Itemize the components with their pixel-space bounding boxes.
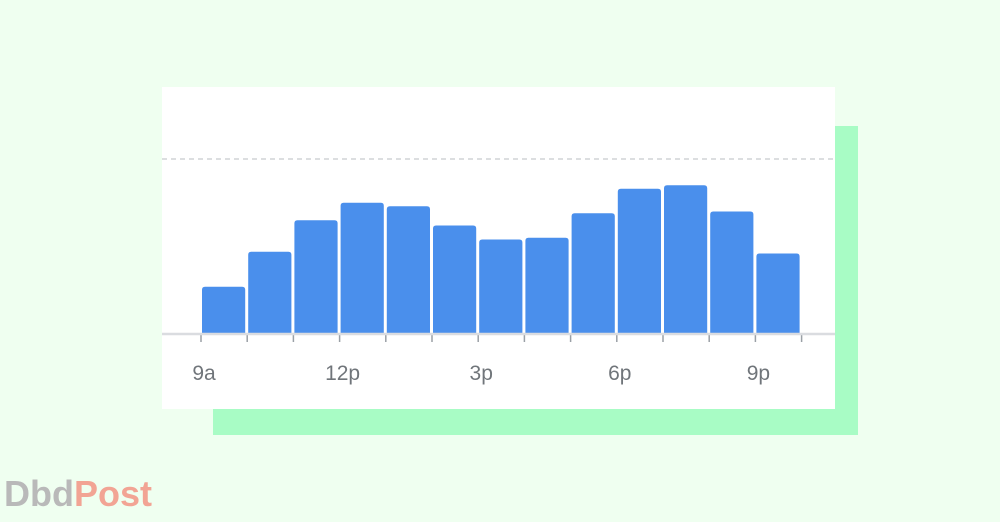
watermark-part: Post <box>74 473 152 514</box>
x-tick-label: 3p <box>470 362 493 385</box>
plot: 9a 12p 3p 6p 9p <box>192 185 803 385</box>
bar <box>664 185 708 334</box>
x-tick-label: 12p <box>325 362 360 385</box>
x-tick-label: 9a <box>192 362 216 385</box>
bar <box>525 237 569 334</box>
x-tick-label: 9p <box>747 362 770 385</box>
bar <box>202 286 246 334</box>
bar <box>756 253 800 334</box>
bar <box>710 211 754 334</box>
bar <box>479 239 523 334</box>
x-tick-label: 6p <box>608 362 631 385</box>
bar <box>340 202 384 334</box>
bar <box>294 220 338 334</box>
bar <box>433 225 477 334</box>
watermark: DbdPost <box>4 473 152 514</box>
bar <box>617 188 661 334</box>
watermark-part: Dbd <box>4 473 74 514</box>
bar <box>571 213 615 334</box>
bar <box>248 251 292 334</box>
bar <box>386 206 430 334</box>
